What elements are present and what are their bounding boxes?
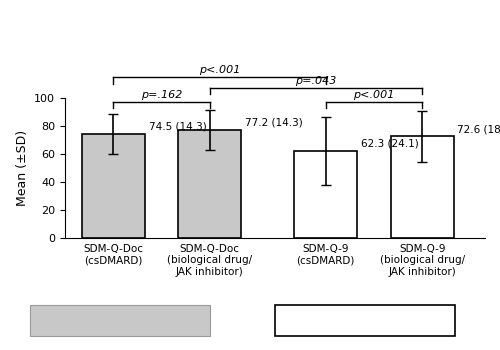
Text: 72.6 (18.3): 72.6 (18.3) (458, 124, 500, 134)
Text: 74.5 (14.3): 74.5 (14.3) (148, 121, 206, 132)
Bar (178, 130, 241, 238)
Text: Physicians' score: Physicians' score (60, 314, 180, 327)
Text: p=.043: p=.043 (296, 76, 337, 86)
Y-axis label: Mean (±SD): Mean (±SD) (16, 130, 28, 206)
Text: p=.162: p=.162 (141, 90, 182, 100)
Text: 62.3 (24.1): 62.3 (24.1) (361, 139, 418, 149)
Text: p<.001: p<.001 (199, 65, 240, 75)
Bar (391, 136, 454, 238)
Bar (82, 134, 144, 238)
Bar (294, 151, 357, 238)
Text: p<.001: p<.001 (354, 90, 395, 100)
Text: 77.2 (14.3): 77.2 (14.3) (245, 118, 303, 128)
Text: Patients' score: Patients' score (313, 314, 417, 327)
